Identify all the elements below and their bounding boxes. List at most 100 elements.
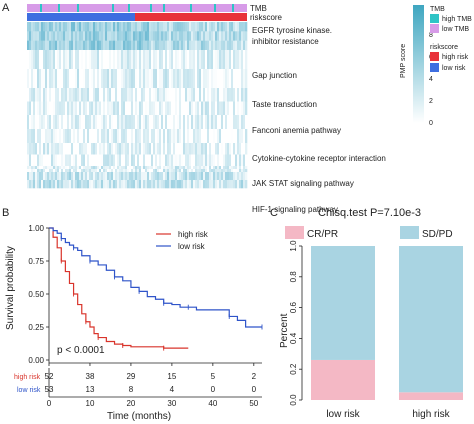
heatmap-cell: [93, 169, 96, 173]
heatmap-cell: [43, 50, 46, 70]
heatmap-cell: [217, 69, 220, 89]
heatmap-cell: [239, 101, 242, 116]
heatmap-cell: [129, 143, 132, 155]
heatmap-cell: [125, 115, 128, 130]
heatmap-cell: [205, 115, 208, 130]
heatmap-cell: [119, 154, 122, 167]
heatmap-cell: [129, 129, 132, 144]
heatmap-cell: [233, 180, 236, 189]
heatmap-cell: [223, 129, 226, 144]
heatmap-cell: [45, 166, 48, 170]
heatmap-cell: [201, 40, 204, 51]
heatmap-cell: [141, 88, 144, 102]
heatmap-cell: [61, 69, 64, 89]
heatmap-cell: [89, 69, 92, 89]
heatmap-cell: [245, 31, 248, 41]
heatmap-cell: [125, 154, 128, 167]
heatmap-cell: [175, 69, 178, 89]
heatmap-cell: [145, 129, 148, 144]
track-label-riskscore: riskscore: [250, 13, 283, 22]
heatmap-cell: [121, 172, 124, 181]
heatmap-cell: [141, 50, 144, 70]
panel-b-label: B: [2, 207, 9, 219]
heatmap-cell: [149, 129, 152, 144]
heatmap-cell: [147, 166, 150, 170]
heatmap-cell: [89, 40, 92, 51]
heatmap-cell: [123, 166, 126, 170]
heatmap-cell: [53, 115, 56, 130]
heatmap-cell: [111, 166, 114, 170]
heatmap-cell: [203, 166, 206, 170]
heatmap-cell: [183, 50, 186, 70]
heatmap-cell: [75, 69, 78, 89]
heatmap-cell: [129, 50, 132, 70]
heatmap-cell: [49, 172, 52, 181]
heatmap-cell: [233, 169, 236, 173]
heatmap-cell: [241, 22, 244, 32]
heatmap-cell: [199, 154, 202, 167]
legend-low-tmb-label: low TMB: [442, 26, 469, 33]
heatmap-cell: [103, 50, 106, 70]
heatmap-cell: [43, 88, 46, 102]
heatmap-cell: [209, 115, 212, 130]
heatmap-cell: [61, 169, 64, 173]
heatmap-cell: [169, 169, 172, 173]
heatmap-cell: [93, 115, 96, 130]
heatmap-cell: [43, 22, 46, 32]
heatmap-cell: [63, 180, 66, 189]
heatmap-cell: [201, 101, 204, 116]
heatmap-cell: [97, 143, 100, 155]
heatmap-cell: [91, 31, 94, 41]
heatmap-cell: [237, 40, 240, 51]
heatmap-cell: [163, 166, 166, 170]
heatmap-cell: [105, 40, 108, 51]
heatmap-cell: [223, 143, 226, 155]
heatmap-cell: [103, 40, 106, 51]
heatmap-cell: [195, 154, 198, 167]
heatmap-cell: [35, 40, 38, 51]
heatmap-cell: [29, 154, 32, 167]
heatmap-cell: [213, 115, 216, 130]
heatmap-cell: [177, 88, 180, 102]
risk-table-cell: 38: [86, 372, 95, 381]
heatmap-cell: [197, 69, 200, 89]
heatmap-cell: [31, 50, 34, 70]
heatmap-cell: [113, 50, 116, 70]
heatmap-cell: [157, 172, 160, 181]
heatmap-cell: [65, 166, 68, 170]
heatmap-cell: [235, 169, 238, 173]
heatmap-cell: [125, 172, 128, 181]
heatmap-cell: [153, 31, 156, 41]
heatmap-cell: [183, 154, 186, 167]
heatmap-cell: [199, 50, 202, 70]
heatmap-cell: [111, 22, 114, 32]
heatmap-cell: [71, 166, 74, 170]
heatmap-cell: [165, 50, 168, 70]
heatmap-cell: [97, 129, 100, 144]
heatmap-cell: [75, 88, 78, 102]
heatmap-cell: [163, 40, 166, 51]
heatmap-cell: [27, 40, 30, 51]
heatmap-cell: [183, 22, 186, 32]
heatmap-cell: [231, 69, 234, 89]
heatmap-cell: [73, 166, 76, 170]
heatmap-cell: [163, 50, 166, 70]
heatmap-cell: [195, 40, 198, 51]
heatmap-cell: [51, 40, 54, 51]
heatmap-cell: [117, 22, 120, 32]
heatmap-cell: [229, 69, 232, 89]
heatmap-cell: [217, 169, 220, 173]
heatmap-cell: [85, 69, 88, 89]
heatmap-cell: [159, 143, 162, 155]
heatmap-cell: [137, 172, 140, 181]
heatmap-cell: [187, 143, 190, 155]
heatmap-cell: [223, 50, 226, 70]
heatmap-cell: [157, 154, 160, 167]
heatmap-cell: [157, 88, 160, 102]
heatmap-cell: [235, 180, 238, 189]
risk-table-cell: 8: [129, 385, 134, 394]
heatmap-cell: [197, 180, 200, 189]
heatmap-cell: [243, 22, 246, 32]
heatmap-cell: [201, 143, 204, 155]
heatmap-cell: [79, 129, 82, 144]
